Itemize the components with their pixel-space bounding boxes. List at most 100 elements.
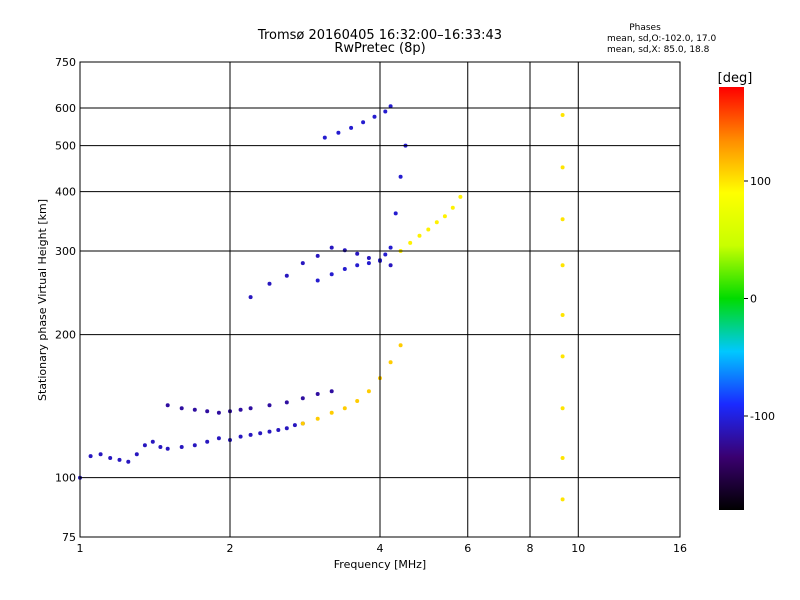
data-point [276, 428, 281, 432]
data-point [366, 389, 371, 394]
y-tick-label: 200 [55, 329, 76, 342]
data-point [238, 434, 243, 439]
data-point [315, 392, 320, 396]
data-point [329, 389, 334, 394]
data-point [560, 217, 565, 222]
data-point [205, 439, 210, 444]
data-point [98, 452, 103, 457]
data-point [383, 252, 388, 257]
data-point [560, 313, 565, 317]
data-point [126, 459, 131, 464]
x-tick-label: 6 [464, 542, 471, 555]
data-point [300, 396, 305, 401]
x-tick-label: 8 [527, 542, 534, 555]
data-point [458, 194, 463, 199]
data-point [560, 497, 565, 502]
data-point [216, 410, 221, 415]
data-point [165, 403, 170, 408]
y-tick-label: 500 [55, 140, 76, 153]
data-point [388, 263, 393, 268]
data-point [150, 439, 155, 444]
data-point [300, 421, 305, 426]
data-point [388, 104, 393, 109]
x-tick-label: 16 [673, 542, 687, 555]
y-tick-label: 100 [55, 472, 76, 485]
colorbar-label: [deg] [718, 71, 753, 86]
data-point [179, 445, 184, 449]
colorbar-tick-label: -100 [750, 410, 775, 423]
data-point [158, 445, 163, 449]
data-point [372, 114, 377, 119]
data-point [560, 263, 565, 268]
x-tick-label: 1 [77, 542, 84, 555]
data-point [366, 261, 371, 266]
data-point [300, 261, 305, 266]
data-point [398, 343, 403, 348]
y-tick-label: 600 [55, 102, 76, 115]
data-point [315, 253, 320, 258]
y-tick-label: 400 [55, 186, 76, 199]
colorbar-tick-label: 0 [750, 293, 757, 306]
x-tick-label: 10 [571, 542, 585, 555]
data-point [267, 403, 272, 408]
data-point [165, 446, 170, 451]
data-point [315, 278, 320, 283]
data-point [192, 443, 197, 448]
data-point [322, 135, 327, 140]
data-point [284, 273, 289, 278]
y-tick-label: 75 [62, 531, 76, 544]
data-point [179, 406, 184, 411]
data-point [560, 113, 565, 117]
data-point [292, 423, 297, 428]
data-point [361, 120, 366, 125]
data-point [248, 295, 253, 300]
x-tick-label: 2 [227, 542, 234, 555]
data-point [388, 360, 393, 365]
data-point [248, 406, 253, 411]
data-point [142, 443, 147, 448]
data-point [450, 205, 455, 210]
data-point [560, 406, 565, 411]
data-point [366, 256, 371, 260]
data-point [355, 399, 360, 403]
data-point [355, 251, 360, 256]
chart-subtitle: RwPretec (8p) [334, 41, 425, 56]
data-point [560, 354, 565, 359]
data-point [349, 125, 354, 130]
data-point [329, 272, 334, 277]
data-point [315, 416, 320, 421]
data-point [248, 432, 253, 437]
data-point [560, 165, 565, 170]
colorbar-tick-label: 100 [750, 175, 771, 188]
data-point [329, 410, 334, 415]
data-point [560, 456, 565, 460]
y-axis-label: Stationary phase Virtual Height [km] [36, 199, 49, 401]
data-point [383, 109, 388, 114]
data-point [258, 431, 263, 436]
data-point [434, 220, 439, 225]
y-tick-label: 750 [55, 56, 76, 69]
data-point [284, 400, 289, 405]
phase-legend-title: Phases [629, 23, 661, 33]
data-point [192, 407, 197, 412]
data-point [398, 174, 403, 179]
data-point [417, 233, 422, 238]
data-point [267, 429, 272, 434]
data-point [342, 406, 347, 411]
data-point [216, 436, 221, 441]
data-point [393, 211, 398, 216]
data-point [329, 245, 334, 250]
data-point [284, 426, 289, 431]
x-axis-label: Frequency [MHz] [334, 558, 426, 571]
data-point [426, 227, 431, 232]
data-point [88, 454, 93, 459]
data-point [408, 240, 413, 245]
phase-legend-x-mode: mean, sd,X: 85.0, 18.8 [607, 45, 710, 55]
x-tick-label: 4 [377, 542, 384, 555]
chart-title: Tromsø 20160405 16:32:00–16:33:43 [257, 28, 502, 43]
data-point [134, 452, 139, 457]
y-tick-label: 300 [55, 245, 76, 258]
data-point [117, 457, 122, 462]
data-point [238, 407, 243, 412]
